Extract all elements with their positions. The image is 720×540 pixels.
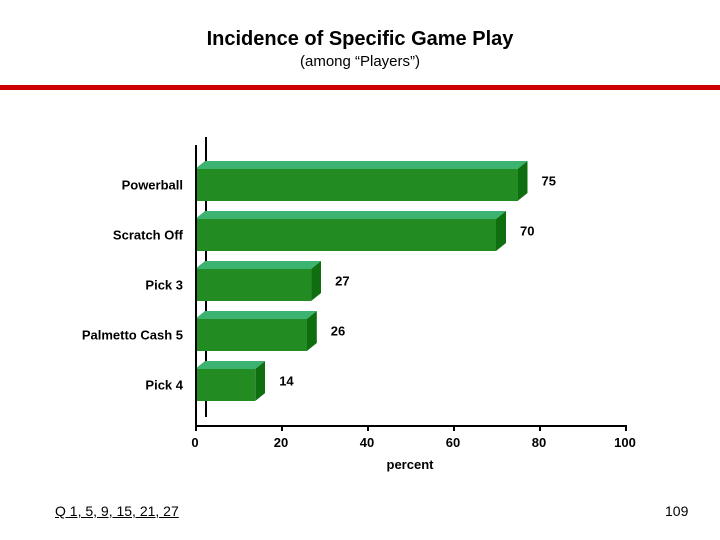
bar-top — [195, 361, 265, 369]
bar-top — [195, 311, 317, 319]
x-axis-title: percent — [387, 457, 434, 472]
bar-top — [195, 261, 321, 269]
category-label: Palmetto Cash 5 — [82, 328, 183, 343]
value-label: 26 — [331, 324, 345, 339]
bar-front — [195, 169, 518, 201]
category-label: Powerball — [122, 178, 183, 193]
x-tick — [367, 425, 369, 431]
bar-front — [195, 369, 255, 401]
x-axis-line — [195, 425, 625, 427]
category-label: Pick 3 — [145, 278, 183, 293]
x-tick — [539, 425, 541, 431]
category-label: Pick 4 — [145, 378, 183, 393]
bar-front — [195, 269, 311, 301]
bar-top — [195, 211, 506, 219]
x-tick — [195, 425, 197, 431]
bar-front — [195, 319, 307, 351]
x-tick-label: 80 — [532, 435, 546, 450]
chart-plot-area: 7570272614020406080100percent — [195, 145, 625, 425]
footer-question-ref: Q 1, 5, 9, 15, 21, 27 — [55, 503, 179, 519]
bar-top — [195, 161, 528, 169]
value-label: 70 — [520, 224, 534, 239]
category-label: Scratch Off — [113, 228, 183, 243]
chart-title: Incidence of Specific Game Play — [0, 0, 720, 51]
x-tick-label: 40 — [360, 435, 374, 450]
x-tick-label: 100 — [614, 435, 636, 450]
bar-front — [195, 219, 496, 251]
slide-page: Incidence of Specific Game Play (among “… — [0, 0, 720, 540]
x-tick-label: 60 — [446, 435, 460, 450]
chart-subtitle: (among “Players”) — [0, 53, 720, 70]
x-tick — [625, 425, 627, 431]
x-tick — [281, 425, 283, 431]
x-tick-label: 0 — [191, 435, 198, 450]
x-tick — [453, 425, 455, 431]
value-label: 75 — [542, 174, 556, 189]
value-label: 27 — [335, 274, 349, 289]
value-label: 14 — [279, 374, 293, 389]
y-axis-line — [195, 145, 197, 425]
page-number: 109 — [665, 503, 688, 519]
divider-rule — [0, 85, 720, 90]
x-tick-label: 20 — [274, 435, 288, 450]
